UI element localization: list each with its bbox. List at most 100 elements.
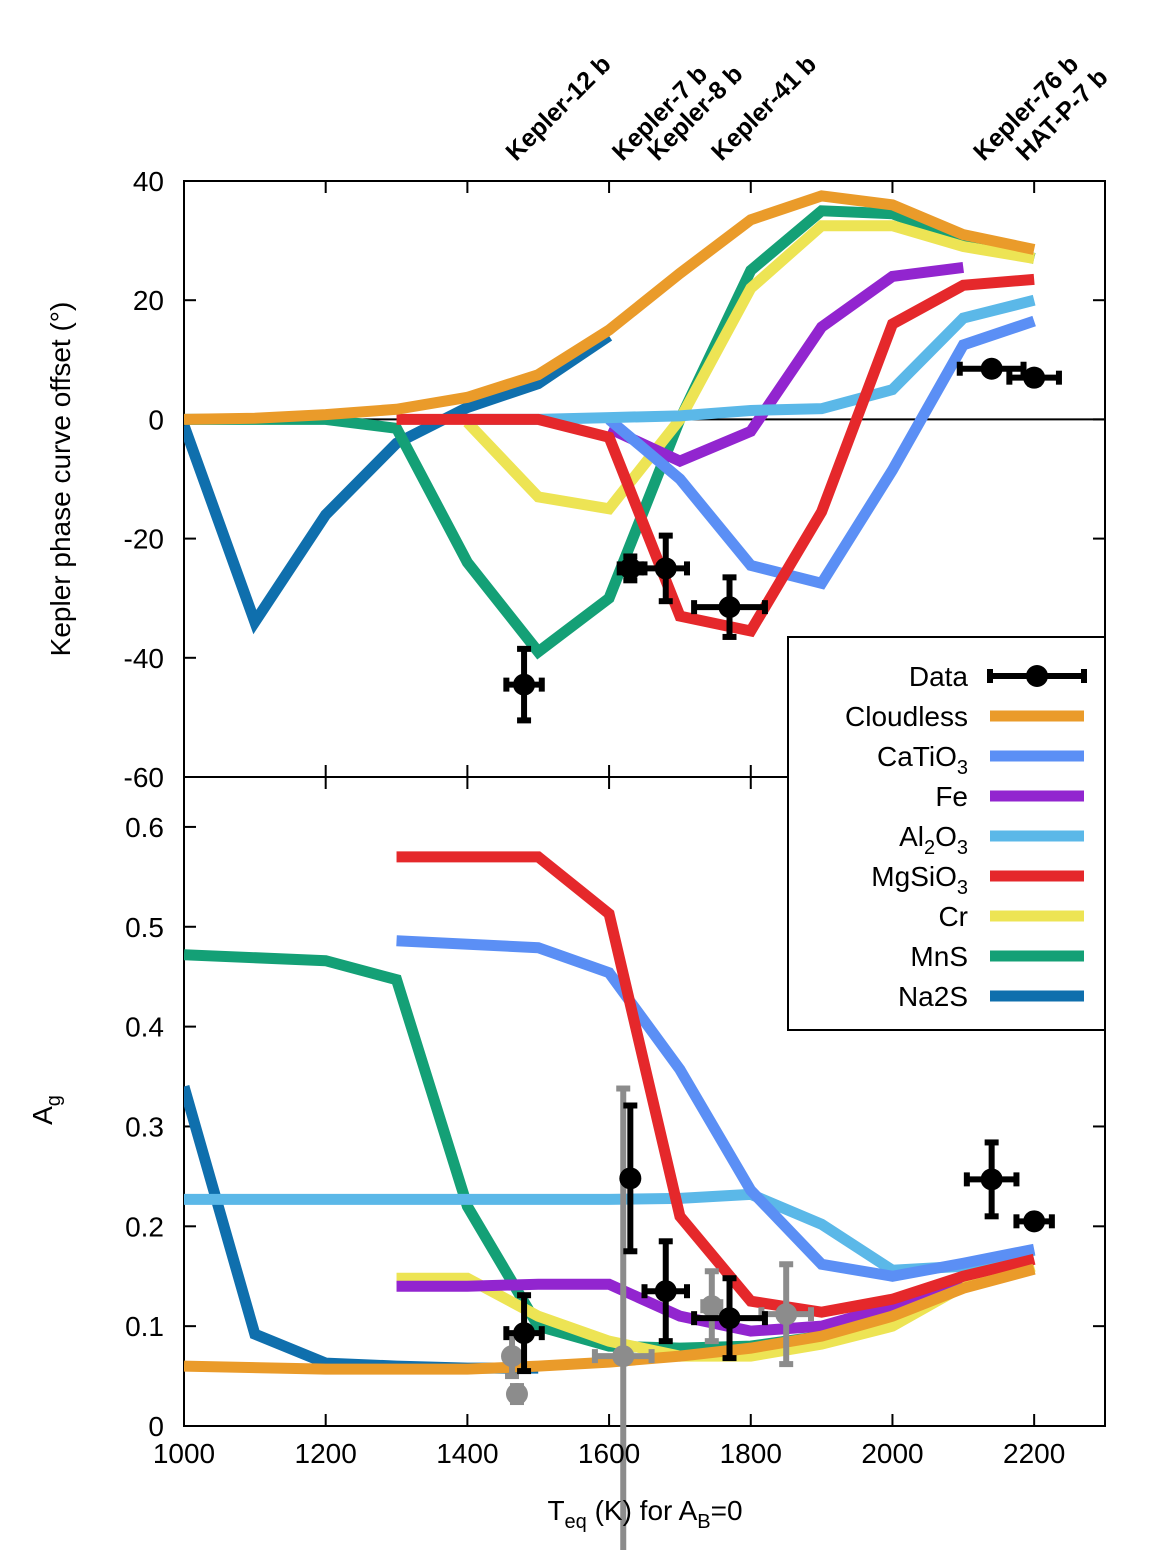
bottom-data-point [641,1238,691,1345]
legend-label-sub: 3 [957,877,968,899]
bottom-gray-data-point [505,1383,528,1406]
x-tick-label: 2000 [861,1438,923,1469]
top-y-tick-label: 0 [148,404,164,435]
legend-entry-cr: Cr [938,901,1084,932]
legend-label-text: MgSiO [871,861,957,892]
legend-entries: DataCloudlessCaTiO3FeAl2O3MgSiO3CrMnSNa2… [845,661,1087,1012]
x-tick-label: 1600 [578,1438,640,1469]
legend-label-text: Fe [935,781,968,812]
legend-label: Fe [935,781,968,812]
x-axis-label-mid: (K) for A [587,1495,698,1526]
bottom-gray-data-point [758,1261,814,1368]
legend-entry-data: Data [909,661,1087,692]
bottom-y-tick-label: 0.2 [125,1211,164,1242]
legend-label-text: Cloudless [845,701,968,732]
bottom-gray-data-point [700,1268,724,1345]
bottom-marker [619,1167,642,1190]
top-series-fe [606,261,964,468]
bottom-y-axis-label-main: A [27,1106,58,1125]
bottom-y-tick-label: 0.5 [125,912,164,943]
top-panel-series [184,190,1036,660]
legend-entry-mgsio3: MgSiO3 [871,861,1084,899]
bottom-gray-marker [612,1345,635,1368]
legend-label-sub: 2 [924,837,935,859]
legend-label-sub: 3 [957,757,968,779]
top-panel-data-points [503,357,1062,724]
x-axis-label-end: =0 [711,1495,743,1526]
top-series-cloudless [184,190,1036,425]
legend-label: Cr [938,901,968,932]
bottom-marker [513,1322,536,1345]
top-series-catio3 [605,315,1036,590]
x-tick-label: 1400 [436,1438,498,1469]
bottom-panel-gray-data-points [501,1085,814,1555]
x-axis-label-sub2: B [697,1511,710,1533]
legend-entry-al2o3: Al2O3 [899,821,1084,859]
bottom-y-tick-label: 0 [148,1411,164,1442]
top-series-al2o3 [467,294,1036,425]
bottom-data-point [503,1292,545,1375]
bottom-gray-marker [700,1295,723,1318]
top-series-mns [184,205,1036,660]
bottom-series-mgsio3 [396,851,1036,1318]
top-marker [654,557,677,580]
bottom-data-point [691,1275,768,1362]
bottom-marker [718,1307,741,1330]
legend-entry-cloudless: Cloudless [845,701,1084,732]
top-data-point [503,645,545,724]
top-data-point [641,532,691,605]
legend-label-text: Data [909,661,969,692]
top-series-mgsio3 [396,273,1035,638]
legend: DataCloudlessCaTiO3FeAl2O3MgSiO3CrMnSNa2… [787,636,1106,1031]
top-marker [1023,366,1046,389]
top-y-tick-label: -60 [124,762,164,793]
legend-label-sub2: 3 [957,837,968,859]
bottom-data-point [619,1102,642,1255]
legend-label: MgSiO3 [871,861,968,899]
bottom-y-tick-label: 0.4 [125,1012,164,1043]
bottom-series-catio3 [396,935,1036,1282]
bottom-y-axis-label-sub: g [43,1095,65,1106]
legend-entry-fe: Fe [935,781,1084,812]
bottom-y-tick-label: 0.3 [125,1111,164,1142]
legend-entry-na2s: Na2S [898,981,1084,1012]
bottom-y-axis-label: Ag [27,1095,65,1125]
bottom-marker [1023,1210,1046,1233]
bottom-series-al2o3 [184,1188,1036,1276]
bottom-series-fe [396,1278,965,1337]
top-series-cr [463,220,1036,515]
top-y-tick-label: 40 [133,166,164,197]
bottom-panel-data-points [503,1102,1055,1375]
legend-label: CaTiO3 [877,741,968,779]
top-marker [619,557,642,580]
x-axis-label: Teq (K) for AB=0 [547,1495,742,1533]
top-marker [980,357,1003,380]
bottom-series-cloudless [184,1263,1036,1375]
x-axis-label-t: T [547,1495,564,1526]
bottom-panel-series [184,851,1036,1375]
x-tick-label: 1000 [153,1438,215,1469]
bottom-gray-marker [775,1303,798,1326]
tick-labels: 40 20 0 -20 -40 -60 0 0.1 0.2 0.3 0.4 0.5 0.6 1000 120… [124,166,1066,1469]
legend-label: Data [909,661,969,692]
legend-data-marker [1026,665,1048,687]
legend-label: Cloudless [845,701,968,732]
legend-label: MnS [910,941,968,972]
top-y-tick-label: 20 [133,285,164,316]
legend-label-text: Cr [938,901,968,932]
legend-label-mid: O [935,821,957,852]
top-data-point [1006,366,1062,389]
bottom-marker [654,1280,677,1303]
top-data-point [616,553,644,584]
bottom-marker [980,1168,1003,1191]
x-tick-label: 2200 [1003,1438,1065,1469]
planet-label-kepler-12-b: Kepler-12 b [501,50,617,166]
legend-label-text: Na2S [898,981,968,1012]
bottom-gray-marker [505,1383,528,1406]
top-marker [718,596,741,619]
top-series-na2s [184,331,613,635]
bottom-data-point [1013,1210,1055,1233]
top-y-axis-label: Kepler phase curve offset (°) [45,302,76,657]
